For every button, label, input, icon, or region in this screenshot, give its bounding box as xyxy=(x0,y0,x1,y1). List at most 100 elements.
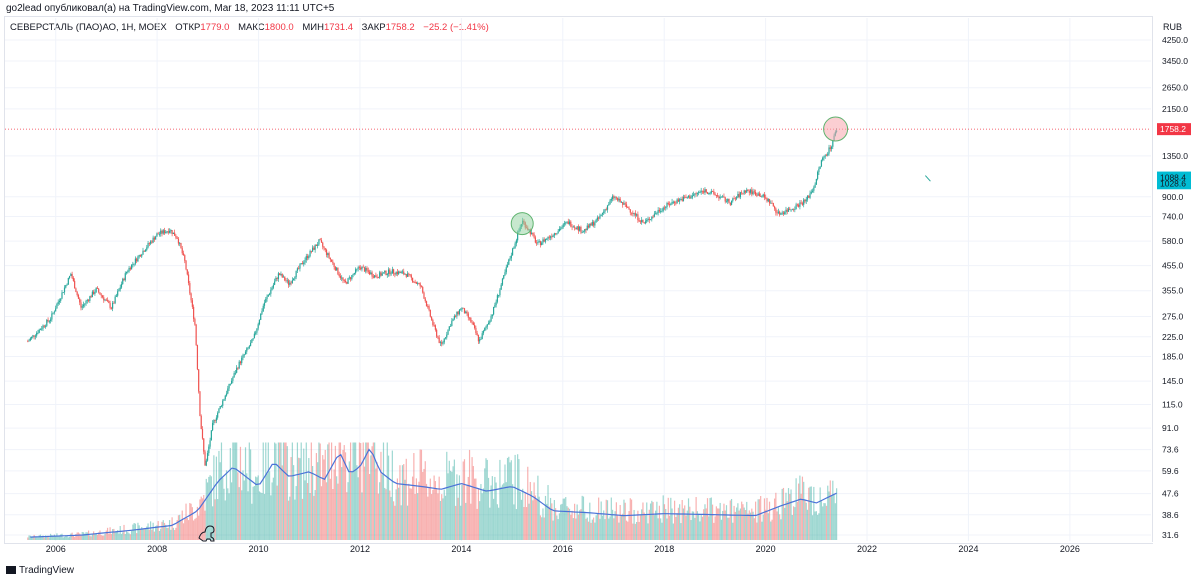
volume-bar xyxy=(752,511,754,540)
volume-bar xyxy=(439,500,442,540)
candle-body xyxy=(134,258,137,264)
candle-body xyxy=(198,369,200,392)
volume-bar xyxy=(698,513,700,540)
y-tick-label: 115.0 xyxy=(1162,400,1183,410)
candle-body xyxy=(403,271,405,275)
candle-body xyxy=(692,194,695,196)
price-scale[interactable] xyxy=(1152,16,1200,542)
volume-bar xyxy=(574,503,576,540)
candle-body xyxy=(318,239,320,245)
candle-body xyxy=(756,195,758,197)
candle-body xyxy=(722,196,724,198)
volume-bar xyxy=(623,499,625,540)
candle-body xyxy=(789,208,791,210)
candle-body xyxy=(75,288,77,293)
candle-body xyxy=(574,226,576,228)
candle-body xyxy=(209,440,211,447)
volume-bar xyxy=(562,498,564,540)
candle-body xyxy=(651,216,653,220)
candle-body xyxy=(228,383,230,389)
candle-body xyxy=(123,278,125,281)
volume-bar xyxy=(215,456,218,540)
volume-bar xyxy=(220,442,223,540)
volume-bar xyxy=(484,468,486,540)
candle-body xyxy=(33,335,35,337)
volume-bar xyxy=(417,493,419,540)
candle-body xyxy=(275,277,277,282)
volume-bar xyxy=(676,513,678,540)
candle-body xyxy=(661,210,663,212)
candle-body xyxy=(125,271,128,274)
candle-body xyxy=(589,223,591,228)
volume-bar xyxy=(376,462,378,540)
volume-bar xyxy=(304,480,306,540)
candle-body xyxy=(506,264,509,268)
volume-bar xyxy=(741,501,743,540)
volume-bar xyxy=(437,493,439,540)
candle-body xyxy=(414,281,416,283)
volume-bar xyxy=(60,534,62,540)
candle-body xyxy=(348,277,350,279)
volume-bar xyxy=(556,515,558,540)
chart-pane[interactable] xyxy=(4,16,1153,544)
candle-body xyxy=(149,241,152,244)
candle-body xyxy=(427,306,429,308)
candle-body xyxy=(468,317,471,319)
y-tick-label: 4250.0 xyxy=(1162,35,1188,45)
candle-body xyxy=(711,191,714,192)
candle-body xyxy=(165,231,167,234)
volume-bar xyxy=(585,518,587,540)
candle-body xyxy=(658,210,661,212)
volume-bar xyxy=(433,475,435,540)
volume-bar xyxy=(38,535,40,540)
volume-bar xyxy=(566,506,568,540)
candle-body xyxy=(471,321,473,323)
volume-bar xyxy=(312,466,314,540)
candle-body xyxy=(171,230,173,234)
candle-body xyxy=(320,240,323,243)
candle-body xyxy=(832,140,834,147)
candle-body xyxy=(647,218,649,220)
volume-bar xyxy=(719,502,721,540)
candle-body xyxy=(90,296,92,298)
candle-body xyxy=(113,302,115,304)
candle-body xyxy=(592,222,595,226)
volume-bar xyxy=(132,524,134,540)
candle-body xyxy=(281,273,283,278)
candle-body xyxy=(453,315,455,319)
volume-bar xyxy=(263,493,266,540)
candle-body xyxy=(263,302,266,306)
volume-bar xyxy=(641,509,643,540)
volume-bar xyxy=(423,468,425,540)
volume-bar xyxy=(762,514,764,540)
volume-bar xyxy=(353,442,355,540)
candle-body xyxy=(485,326,487,329)
candle-body xyxy=(336,267,338,271)
candle-body xyxy=(495,301,497,306)
volume-bar xyxy=(94,533,96,540)
candle-body xyxy=(347,278,349,284)
volume-bar xyxy=(438,476,440,540)
volume-bar xyxy=(677,507,679,540)
volume-bar xyxy=(690,520,692,540)
candle-body xyxy=(748,191,750,193)
symbol-name[interactable]: СЕВЕРСТАЛЬ (ПАО)АО, 1Н, MOEX xyxy=(10,22,167,33)
symbol-legend[interactable]: СЕВЕРСТАЛЬ (ПАО)АО, 1Н, MOEX ОТКР1779.0 … xyxy=(10,22,489,33)
candle-body xyxy=(80,302,82,308)
candle-body xyxy=(515,240,517,244)
candle-body xyxy=(709,193,711,194)
candle-body xyxy=(580,226,582,233)
volume-bar xyxy=(156,525,158,540)
candle-body xyxy=(163,230,166,234)
candle-body xyxy=(771,202,773,204)
candle-body xyxy=(543,239,545,242)
volume-bar xyxy=(430,494,433,540)
candle-body xyxy=(727,198,729,202)
volume-bar xyxy=(355,442,357,540)
candle-body xyxy=(467,313,469,318)
volume-bar xyxy=(629,498,631,540)
candle-body xyxy=(50,319,52,321)
candle-body xyxy=(286,280,288,282)
volume-bar xyxy=(55,536,57,540)
